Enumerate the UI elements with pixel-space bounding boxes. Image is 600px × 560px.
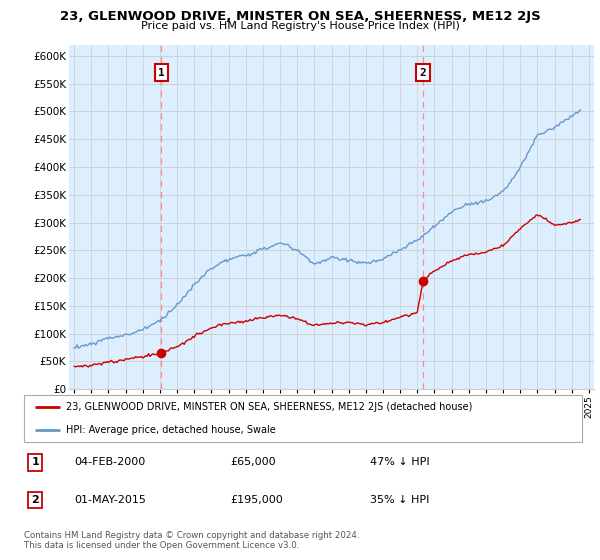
FancyBboxPatch shape xyxy=(24,395,582,442)
Text: 47% ↓ HPI: 47% ↓ HPI xyxy=(370,458,430,468)
Text: Price paid vs. HM Land Registry's House Price Index (HPI): Price paid vs. HM Land Registry's House … xyxy=(140,21,460,31)
Text: £65,000: £65,000 xyxy=(230,458,276,468)
Text: 1: 1 xyxy=(31,458,39,468)
Text: 35% ↓ HPI: 35% ↓ HPI xyxy=(370,495,430,505)
Text: Contains HM Land Registry data © Crown copyright and database right 2024.
This d: Contains HM Land Registry data © Crown c… xyxy=(24,531,359,550)
Text: 01-MAY-2015: 01-MAY-2015 xyxy=(74,495,146,505)
Text: 2: 2 xyxy=(419,68,427,78)
Text: 23, GLENWOOD DRIVE, MINSTER ON SEA, SHEERNESS, ME12 2JS: 23, GLENWOOD DRIVE, MINSTER ON SEA, SHEE… xyxy=(59,10,541,23)
Text: £195,000: £195,000 xyxy=(230,495,283,505)
Text: 1: 1 xyxy=(158,68,165,78)
Text: HPI: Average price, detached house, Swale: HPI: Average price, detached house, Swal… xyxy=(66,425,275,435)
Text: 04-FEB-2000: 04-FEB-2000 xyxy=(74,458,145,468)
Text: 23, GLENWOOD DRIVE, MINSTER ON SEA, SHEERNESS, ME12 2JS (detached house): 23, GLENWOOD DRIVE, MINSTER ON SEA, SHEE… xyxy=(66,402,472,412)
Text: 2: 2 xyxy=(31,495,39,505)
